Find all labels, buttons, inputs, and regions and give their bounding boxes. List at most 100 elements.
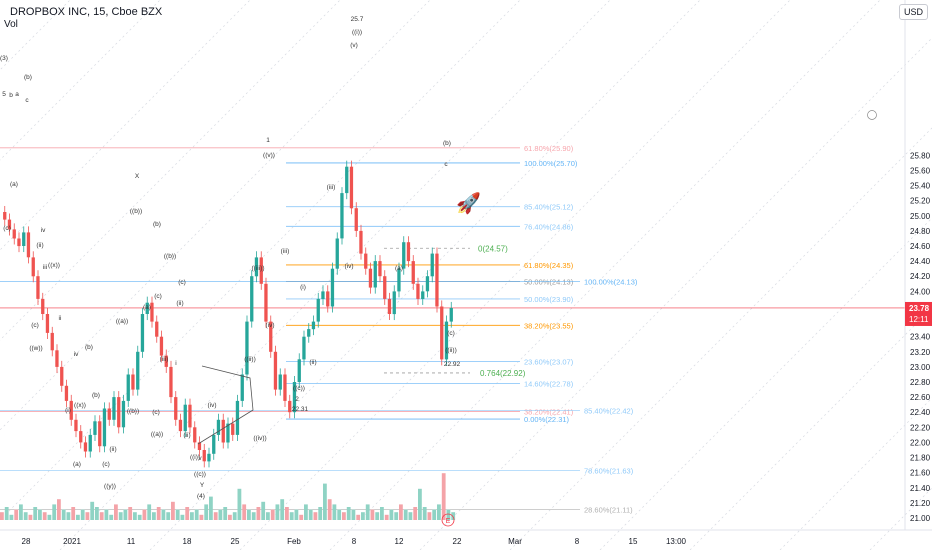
volume-bar (47, 514, 52, 520)
volume-bar (270, 509, 275, 520)
candle-body (26, 232, 31, 258)
volume-bar (4, 507, 9, 520)
volume-bar (85, 512, 90, 520)
volume-bar (57, 499, 61, 520)
volume-bar (223, 507, 228, 520)
price-tick: 25.20 (910, 197, 931, 206)
time-tick: 8 (575, 537, 580, 546)
candle-body (292, 382, 297, 413)
volume-bar (361, 512, 365, 520)
candle-body (55, 350, 59, 367)
wave-label: ((c)) (293, 385, 305, 392)
fib-level-label: 23.60%(23.07) (524, 358, 574, 367)
volume-bar (237, 488, 242, 520)
wave-label: (v) (350, 42, 358, 49)
volume-bar (299, 514, 304, 520)
wave-label: ((c)) (194, 471, 206, 478)
candle-body (321, 291, 325, 299)
candle-body (231, 423, 235, 435)
volume-bar (413, 507, 418, 520)
wave-label: (iv) (207, 402, 216, 409)
volume-bar (190, 512, 194, 520)
price-tick: 24.40 (910, 257, 931, 266)
wave-label: ((iii)) (252, 265, 265, 272)
volume-bar (33, 507, 38, 520)
price-tick: 22.20 (910, 423, 931, 432)
candle-body (169, 366, 173, 398)
symbol-title[interactable]: DROPBOX INC, 15, Cboe BZX (10, 6, 163, 18)
volume-bar (156, 507, 161, 520)
wave-label: ((x)) (48, 262, 60, 269)
volume-bar (332, 504, 337, 520)
currency-button[interactable]: USD (898, 4, 928, 20)
wave-label: ((w)) (29, 345, 42, 352)
candle-body (354, 208, 358, 231)
volume-bar (161, 509, 166, 520)
candle-body (69, 400, 73, 420)
candle-body (302, 336, 306, 360)
candle-body (264, 283, 268, 322)
channel-line (779, 397, 932, 550)
volume-bar (19, 504, 23, 520)
wave-label: (iii) (281, 248, 290, 255)
candle-body (340, 193, 344, 239)
alert-icon[interactable] (867, 110, 877, 120)
fib-extension-label: 85.40%(22.42) (584, 407, 634, 416)
wave-label: (ii) (36, 242, 43, 249)
candle-body (155, 321, 159, 337)
earnings-icon[interactable] (441, 513, 455, 527)
wave-label: 5 (2, 91, 6, 98)
volume-bar (28, 514, 33, 520)
time-tick: 2021 (63, 537, 81, 546)
fib-level-label: 100.00%(25.70) (524, 159, 578, 168)
time-tick: 28 (22, 537, 31, 546)
price-tick: 24.60 (910, 242, 931, 251)
volume-bar (76, 514, 80, 520)
volume-bar (185, 507, 190, 520)
candle-body (387, 298, 392, 314)
candle-body (150, 302, 154, 322)
price-tick: 25.00 (910, 212, 931, 221)
candle-body (273, 351, 278, 390)
volume-bar (408, 512, 413, 520)
volume-bar (313, 512, 318, 520)
wave-label: b (9, 92, 13, 99)
wave-label: (c) (152, 409, 160, 416)
candle-body (17, 238, 21, 247)
candle-body (159, 336, 164, 356)
candle-body (307, 329, 311, 337)
volume-bar (218, 509, 223, 520)
time-tick: 22 (453, 537, 462, 546)
volume-bar (175, 509, 180, 520)
candle-body (188, 404, 192, 428)
fib-level-label: 85.40%(25.12) (524, 203, 574, 212)
price-tick: 21.80 (910, 454, 931, 463)
wave-label: (ii) (176, 300, 183, 307)
fib-level-label: 0.00%(22.31) (524, 415, 570, 424)
wave-label: Y (200, 482, 205, 489)
wave-label: X (135, 173, 140, 180)
price-tick: 25.60 (910, 167, 931, 176)
wave-label: i (175, 360, 176, 367)
candle-body (330, 268, 335, 307)
volume-bar (123, 509, 128, 520)
target-label: 0.764(22.92) (480, 369, 526, 378)
wave-label: (ii) (183, 432, 190, 439)
candle-body (45, 314, 50, 333)
wave-label: (iv) (344, 263, 353, 270)
volume-bar (209, 496, 213, 520)
candle-body (212, 434, 216, 454)
volume-bar (422, 507, 427, 520)
candle-body (421, 291, 425, 299)
volume-bar (109, 514, 114, 520)
candle-body (221, 419, 225, 443)
time-tick: Feb (287, 537, 301, 546)
price-tick: 25.80 (910, 151, 931, 160)
candle-body (449, 308, 453, 322)
candle-body (74, 419, 78, 432)
wave-label: v (198, 455, 202, 462)
volume-bar (142, 509, 147, 520)
wave-label: ((y)) (104, 483, 116, 490)
volume-bar (432, 509, 437, 520)
